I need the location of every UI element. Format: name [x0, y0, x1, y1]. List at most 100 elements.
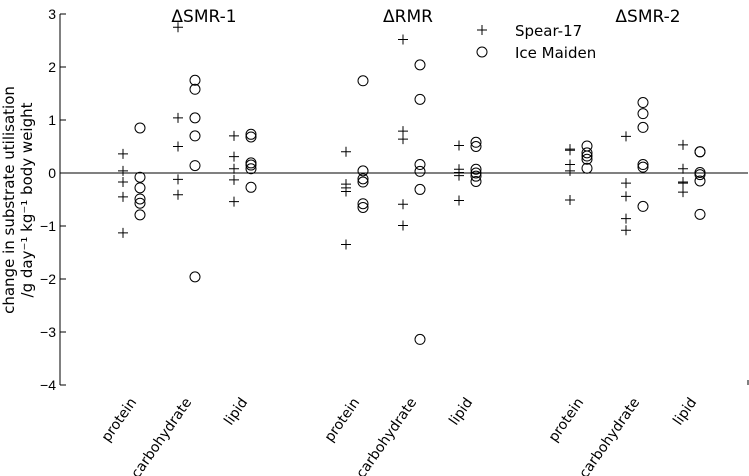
ice-maiden-point	[470, 163, 482, 175]
spear-17-point	[621, 191, 631, 202]
ice-maiden-point	[189, 271, 201, 283]
ice-maiden-point	[189, 160, 201, 172]
ice-maiden-point	[637, 108, 649, 120]
spear-17-point	[678, 178, 688, 189]
ice-maiden-point	[637, 159, 649, 171]
ice-maiden-point	[357, 176, 369, 188]
ice-maiden-point	[637, 121, 649, 133]
spear-17-point	[398, 199, 408, 210]
panel-title-1: ΔSMR-1	[171, 7, 236, 27]
ice-maiden-point	[694, 175, 706, 187]
legend-label-ice-maiden: Ice Maiden	[515, 44, 596, 62]
ice-maiden-point	[470, 167, 482, 179]
x-tick-label-lipid: lipid	[221, 395, 251, 428]
spear-17-point	[621, 178, 631, 189]
spear-17-point	[229, 174, 239, 185]
y-axis-label-line-2: /g day⁻¹ kg⁻¹ body weight	[18, 102, 36, 297]
spear-17-point	[173, 189, 183, 200]
ice-maiden-point	[414, 165, 426, 177]
ice-maiden-point	[581, 153, 593, 165]
x-tick-label-lipid: lipid	[670, 395, 700, 428]
ice-maiden-point	[470, 175, 482, 187]
ice-maiden-point	[189, 130, 201, 142]
ice-maiden-point	[245, 131, 257, 143]
ice-maiden-point	[581, 147, 593, 159]
legend-circle-marker	[476, 46, 488, 58]
ice-maiden-point	[357, 75, 369, 87]
data-marks	[118, 22, 706, 345]
spear-17-point	[118, 227, 128, 238]
ice-maiden-point	[245, 163, 257, 175]
panel-title-2: ΔRMR	[383, 7, 433, 27]
ice-maiden-point	[134, 209, 146, 221]
ice-maiden-point	[357, 173, 369, 185]
ice-maiden-point	[414, 333, 426, 345]
spear-17-point	[454, 195, 464, 206]
spear-17-point	[341, 186, 351, 197]
spear-17-point	[173, 112, 183, 123]
ice-maiden-point	[581, 162, 593, 174]
ice-maiden-point	[414, 93, 426, 105]
ice-maiden-point	[245, 159, 257, 171]
x-tick-label-carbohydrate: carbohydrate	[576, 395, 643, 476]
y-tick-label: 0	[48, 165, 56, 181]
ice-maiden-point	[245, 181, 257, 193]
x-tick-label-protein: protein	[322, 395, 364, 445]
ice-maiden-point	[694, 208, 706, 220]
ice-maiden-point	[470, 136, 482, 148]
spear-17-point	[454, 140, 464, 151]
y-tick-label: 1	[48, 112, 56, 128]
ice-maiden-point	[134, 193, 146, 205]
ice-maiden-point	[189, 83, 201, 95]
ice-maiden-point	[134, 197, 146, 209]
x-tick-label-carbohydrate: carbohydrate	[353, 395, 420, 476]
spear-17-point	[229, 151, 239, 162]
ice-maiden-point	[581, 150, 593, 162]
spear-17-point	[173, 174, 183, 185]
x-tick-label-protein: protein	[546, 395, 588, 445]
ice-maiden-point	[470, 170, 482, 182]
ice-maiden-point	[357, 201, 369, 213]
y-axis-label-line-1: change in substrate utilisation	[0, 86, 18, 314]
ice-maiden-point	[189, 112, 201, 124]
spear-17-point	[621, 131, 631, 142]
spear-17-point	[398, 34, 408, 45]
spear-17-point	[118, 165, 128, 176]
spear-17-point	[678, 139, 688, 150]
x-tick-label-lipid: lipid	[446, 395, 476, 428]
y-tick-label: −4	[40, 377, 56, 393]
spear-17-point	[678, 187, 688, 198]
spear-17-point	[621, 213, 631, 224]
spear-17-point	[398, 134, 408, 145]
spear-17-point	[229, 163, 239, 174]
x-tick-label-carbohydrate: carbohydrate	[128, 395, 195, 476]
ice-maiden-point	[414, 183, 426, 195]
y-tick-label: 2	[48, 59, 56, 75]
ice-maiden-point	[637, 161, 649, 173]
ice-maiden-point	[134, 171, 146, 183]
spear-17-point	[118, 148, 128, 159]
legend-label-spear-17: Spear-17	[515, 22, 582, 40]
panel-title-3: ΔSMR-2	[615, 7, 680, 27]
axes: −4 −3 −2 −1 0 1 2 3	[40, 6, 749, 393]
y-tick-label: 3	[48, 6, 56, 22]
spear-17-point	[118, 191, 128, 202]
ice-maiden-point	[637, 97, 649, 109]
spear-17-point	[118, 177, 128, 188]
ice-maiden-point	[357, 165, 369, 177]
spear-17-point	[229, 130, 239, 141]
y-tick-label: −2	[40, 271, 56, 287]
spear-17-point	[565, 165, 575, 176]
ice-maiden-point	[134, 122, 146, 134]
ice-maiden-point	[694, 146, 706, 158]
spear-17-point	[173, 22, 183, 33]
ice-maiden-point	[637, 200, 649, 212]
spear-17-point	[229, 196, 239, 207]
spear-17-point	[173, 141, 183, 152]
y-tick-label: −1	[40, 218, 56, 234]
ice-maiden-point	[134, 182, 146, 194]
spear-17-point	[565, 195, 575, 206]
ice-maiden-point	[357, 198, 369, 210]
ice-maiden-point	[694, 169, 706, 181]
legend: Spear-17 Ice Maiden	[476, 22, 596, 62]
